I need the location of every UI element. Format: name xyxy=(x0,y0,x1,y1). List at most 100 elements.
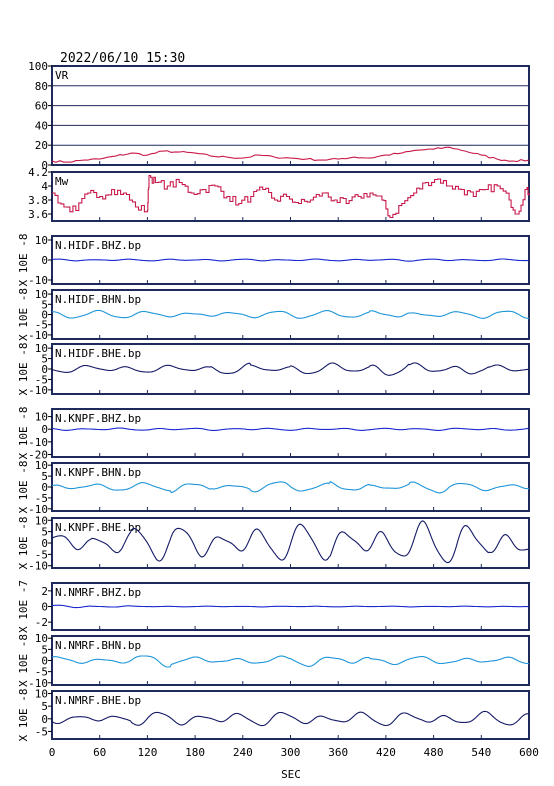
panel-frame xyxy=(51,171,530,222)
y-tick-label: 0 xyxy=(41,713,48,726)
series-line xyxy=(51,655,530,668)
y-axis-label: X 10E -7 xyxy=(17,580,30,633)
x-tick-label: 420 xyxy=(376,746,396,759)
y-tick-label: 0 xyxy=(41,363,48,376)
series-line xyxy=(51,146,530,163)
y-tick-label: -5 xyxy=(35,725,48,738)
series-line xyxy=(51,520,530,564)
y-tick-label: 0 xyxy=(41,537,48,550)
y-tick-label: 5 xyxy=(41,526,48,539)
y-tick-label: 5 xyxy=(41,643,48,656)
x-tick-label: 540 xyxy=(471,746,491,759)
y-axis-label: X 10E -8 xyxy=(17,407,30,460)
y-tick-label: 0 xyxy=(41,655,48,668)
y-tick-label: -10 xyxy=(28,329,48,342)
series-line xyxy=(52,174,530,219)
y-axis-label: X 10E -8 xyxy=(17,517,30,570)
y-tick-label: -10 xyxy=(28,677,48,690)
y-axis-label: X 10E -8 xyxy=(17,461,30,514)
panel-label: N.HIDF.BHN.bp xyxy=(55,293,141,306)
y-tick-label: 10 xyxy=(35,688,48,701)
y-tick-label: 10 xyxy=(35,459,48,472)
y-tick-label: 10 xyxy=(35,632,48,645)
y-tick-label: 10 xyxy=(35,342,48,355)
panel-frame xyxy=(51,65,530,166)
y-tick-label: 10 xyxy=(35,411,48,424)
y-tick-label: 0 xyxy=(41,601,48,614)
y-tick-label: 80 xyxy=(35,80,48,93)
y-tick-label: 20 xyxy=(35,139,48,152)
y-tick-label: -5 xyxy=(35,319,48,332)
panel-2: 3.63.844.2 Mw xyxy=(28,166,530,222)
y-tick-label: 0 xyxy=(41,309,48,322)
y-tick-label: -10 xyxy=(28,503,48,516)
x-tick-label: 480 xyxy=(424,746,444,759)
y-tick-label: 10 xyxy=(35,234,48,247)
y-tick-label: 0 xyxy=(41,254,48,267)
y-tick-label: -2 xyxy=(35,616,48,629)
x-axis-label: SEC xyxy=(281,768,301,781)
y-tick-label: -10 xyxy=(28,560,48,573)
panel-label: N.KNPF.BHN.bp xyxy=(55,466,141,479)
y-tick-label: 0 xyxy=(41,423,48,436)
panel-label: N.KNPF.BHE.bp xyxy=(55,521,141,534)
series-line xyxy=(51,258,529,262)
y-tick-label: 5 xyxy=(41,700,48,713)
panel-label: N.NMRF.BHZ.bp xyxy=(55,586,141,599)
x-tick-label: 60 xyxy=(93,746,106,759)
y-tick-label: 3.6 xyxy=(28,208,48,221)
x-tick-label: 180 xyxy=(185,746,205,759)
y-axis-label: X 10E -8 xyxy=(17,234,30,287)
panel-label: N.KNPF.BHZ.bp xyxy=(55,412,141,425)
x-tick-label: 300 xyxy=(281,746,301,759)
y-tick-label: -5 xyxy=(35,373,48,386)
series-line xyxy=(51,710,530,727)
y-tick-label: 4.2 xyxy=(28,166,48,179)
panel-label: N.HIDF.BHZ.bp xyxy=(55,239,141,252)
y-tick-label: -5 xyxy=(35,548,48,561)
y-tick-label: 10 xyxy=(35,288,48,301)
y-tick-label: 40 xyxy=(35,119,48,132)
panel-label: N.HIDF.BHE.bp xyxy=(55,347,141,360)
panel-label: Mw xyxy=(55,175,69,188)
timestamp-label: 2022/06/10 15:30 xyxy=(60,51,185,66)
panel-label: N.NMRF.BHN.bp xyxy=(55,639,141,652)
y-axis-label: X 10E -8 xyxy=(17,689,30,742)
panel-label: VR xyxy=(55,69,69,82)
series-line xyxy=(51,604,530,609)
y-tick-label: 0 xyxy=(41,481,48,494)
panel-1: 0 20 40 60 80 100 VR xyxy=(28,60,530,172)
y-tick-label: 5 xyxy=(41,353,48,366)
y-tick-label: -5 xyxy=(35,492,48,505)
x-tick-label: 240 xyxy=(233,746,253,759)
y-tick-label: 2 xyxy=(41,585,48,598)
panel-label: N.NMRF.BHE.bp xyxy=(55,694,141,707)
x-tick-label: 600 xyxy=(519,746,539,759)
y-tick-label: 5 xyxy=(41,298,48,311)
y-tick-label: 4 xyxy=(41,180,48,193)
x-tick-label: 120 xyxy=(137,746,157,759)
series-line xyxy=(51,362,530,376)
series-line xyxy=(52,309,529,319)
y-axis-label: X 10E -8 xyxy=(17,634,30,687)
y-tick-label: 10 xyxy=(35,514,48,527)
y-tick-label: 100 xyxy=(28,60,48,73)
y-tick-label: 0 xyxy=(41,159,48,172)
x-tick-label: 0 xyxy=(49,746,56,759)
y-tick-label: -10 xyxy=(28,384,48,397)
series-line xyxy=(51,427,530,431)
panel-9: -2 0 2 N.NMRF.BHZ.bp X 10E -7 xyxy=(17,580,530,633)
y-tick-label: 60 xyxy=(35,100,48,113)
y-tick-label: -20 xyxy=(28,448,48,461)
y-axis-label: X 10E -8 xyxy=(17,288,30,341)
y-axis-label: X 10E -8 xyxy=(17,343,30,396)
